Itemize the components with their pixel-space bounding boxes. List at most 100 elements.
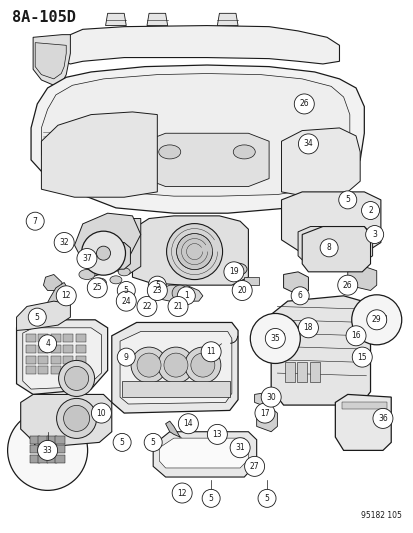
Text: 21: 21 xyxy=(173,302,182,311)
Text: 10: 10 xyxy=(96,409,106,417)
Circle shape xyxy=(113,433,131,451)
Bar xyxy=(26,345,36,353)
Text: 15: 15 xyxy=(356,353,366,361)
Circle shape xyxy=(337,275,357,295)
Polygon shape xyxy=(45,282,70,310)
Polygon shape xyxy=(301,227,370,272)
Text: 2: 2 xyxy=(367,206,372,215)
Circle shape xyxy=(77,248,97,269)
Polygon shape xyxy=(74,213,140,277)
Polygon shape xyxy=(266,333,283,337)
Bar xyxy=(38,345,48,353)
Text: 5: 5 xyxy=(150,438,155,447)
Text: 11: 11 xyxy=(206,348,215,356)
Circle shape xyxy=(38,335,57,353)
Text: 37: 37 xyxy=(82,254,92,263)
Circle shape xyxy=(230,438,249,458)
Text: 7: 7 xyxy=(33,217,38,225)
Bar xyxy=(47,455,57,463)
Polygon shape xyxy=(159,438,248,468)
Circle shape xyxy=(294,94,313,114)
Ellipse shape xyxy=(118,268,130,276)
Circle shape xyxy=(177,287,195,305)
Text: 5: 5 xyxy=(344,196,349,204)
Circle shape xyxy=(319,239,337,257)
Text: 5: 5 xyxy=(119,438,124,447)
Circle shape xyxy=(172,483,192,503)
Circle shape xyxy=(298,318,318,338)
Ellipse shape xyxy=(110,276,121,284)
Circle shape xyxy=(96,246,110,260)
Circle shape xyxy=(7,410,88,490)
Text: 5: 5 xyxy=(123,286,128,295)
Circle shape xyxy=(201,342,221,362)
Text: 29: 29 xyxy=(371,316,381,324)
Bar xyxy=(30,445,40,454)
Bar xyxy=(63,366,73,375)
Bar xyxy=(375,316,378,321)
Bar xyxy=(379,316,382,321)
Circle shape xyxy=(87,278,107,298)
Text: 22: 22 xyxy=(142,302,151,311)
Circle shape xyxy=(351,347,371,367)
Bar xyxy=(38,334,48,343)
Text: 19: 19 xyxy=(228,268,238,276)
Bar xyxy=(63,345,73,353)
Polygon shape xyxy=(103,219,140,274)
Circle shape xyxy=(202,489,220,507)
Text: 5: 5 xyxy=(35,313,40,321)
Bar xyxy=(51,345,61,353)
Bar xyxy=(63,356,73,364)
Polygon shape xyxy=(23,328,101,389)
Bar xyxy=(38,455,48,463)
Bar xyxy=(367,315,385,322)
Polygon shape xyxy=(256,408,277,432)
Ellipse shape xyxy=(228,263,247,275)
Circle shape xyxy=(207,424,227,445)
Text: 35: 35 xyxy=(270,334,280,343)
Circle shape xyxy=(131,347,166,383)
Circle shape xyxy=(144,433,162,451)
Bar xyxy=(38,435,48,444)
Bar xyxy=(55,455,65,463)
Text: 5: 5 xyxy=(154,281,159,289)
Text: 20: 20 xyxy=(237,286,247,295)
Bar xyxy=(309,362,319,383)
Polygon shape xyxy=(297,227,372,264)
Text: 26: 26 xyxy=(299,100,309,108)
Polygon shape xyxy=(153,432,256,477)
Polygon shape xyxy=(283,272,308,296)
Circle shape xyxy=(38,440,57,461)
Circle shape xyxy=(81,231,125,275)
Circle shape xyxy=(147,280,167,301)
Circle shape xyxy=(290,287,309,305)
Text: 25: 25 xyxy=(92,284,102,292)
Polygon shape xyxy=(271,296,370,405)
Circle shape xyxy=(178,414,198,434)
Text: 3: 3 xyxy=(371,230,376,239)
Bar xyxy=(38,366,48,375)
Polygon shape xyxy=(17,301,70,330)
Circle shape xyxy=(164,353,188,377)
Text: 95182 105: 95182 105 xyxy=(360,511,401,520)
Bar xyxy=(76,356,85,364)
Bar xyxy=(51,366,61,375)
Circle shape xyxy=(244,456,264,477)
Polygon shape xyxy=(112,322,237,413)
Bar xyxy=(76,334,85,343)
Polygon shape xyxy=(157,285,202,301)
Circle shape xyxy=(137,296,157,317)
Circle shape xyxy=(190,353,214,377)
Circle shape xyxy=(57,398,96,439)
Bar xyxy=(55,445,65,454)
Polygon shape xyxy=(347,266,376,290)
Circle shape xyxy=(116,291,136,311)
Text: 5: 5 xyxy=(208,494,213,503)
Bar xyxy=(51,356,61,364)
Text: 8: 8 xyxy=(326,244,331,252)
Circle shape xyxy=(64,366,88,391)
Text: 6: 6 xyxy=(297,292,302,300)
Circle shape xyxy=(91,403,111,423)
Text: 4: 4 xyxy=(45,340,50,348)
Text: 16: 16 xyxy=(350,332,360,340)
